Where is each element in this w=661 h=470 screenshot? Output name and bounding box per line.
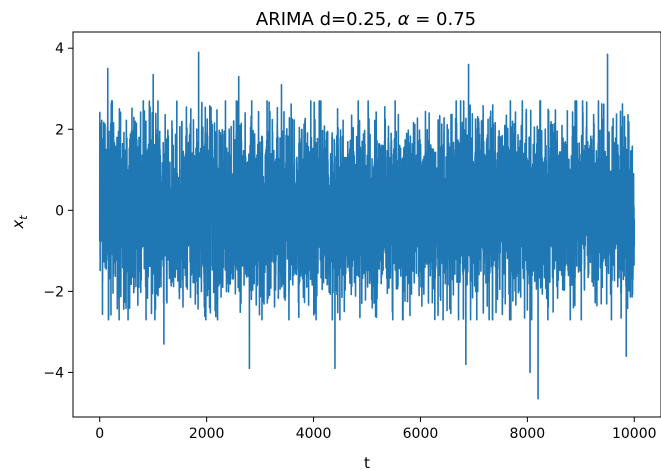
y-tick-label: 4 — [55, 41, 64, 57]
x-tick-label: 4000 — [296, 426, 332, 442]
x-axis-title: t — [364, 454, 370, 470]
y-tick-label: −2 — [43, 284, 64, 300]
x-tick-label: 0 — [95, 426, 104, 442]
x-axis: 0 2000 4000 6000 8000 10000 — [95, 417, 657, 442]
x-tick-label: 6000 — [403, 426, 439, 442]
y-axis: −4 −2 0 2 4 — [43, 41, 73, 381]
y-tick-label: −4 — [43, 365, 64, 381]
chart-title: ARIMA d=0.25, α = 0.75 — [256, 9, 476, 30]
x-tick-label: 8000 — [510, 426, 546, 442]
plot-area — [98, 51, 636, 400]
y-tick-label: 2 — [55, 122, 64, 138]
plot-frame — [72, 31, 661, 418]
x-tick-label: 10000 — [612, 426, 657, 442]
series-line — [98, 51, 636, 400]
y-axis-title: xt — [9, 215, 30, 230]
x-tick-label: 2000 — [189, 426, 225, 442]
y-tick-label: 0 — [55, 203, 64, 219]
